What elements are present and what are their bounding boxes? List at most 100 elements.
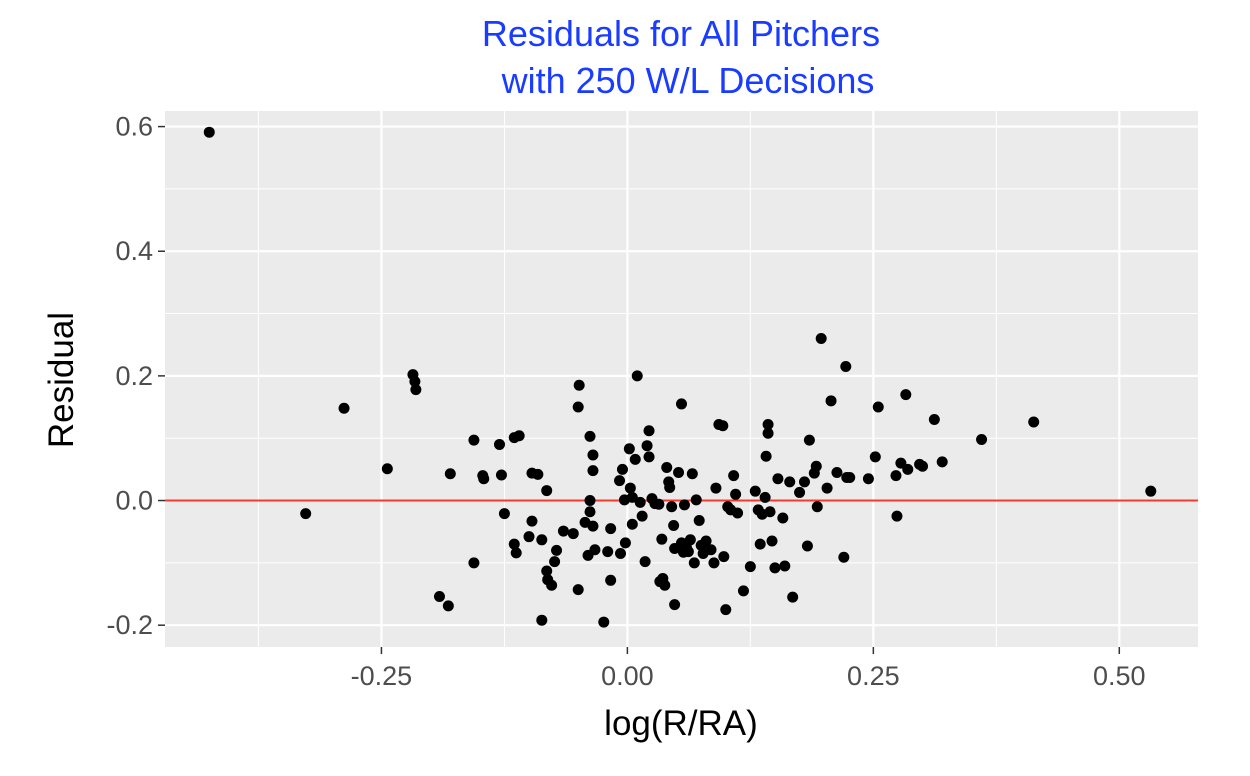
data-point xyxy=(862,473,874,485)
data-point xyxy=(636,510,648,522)
data-point xyxy=(614,475,626,487)
data-point xyxy=(737,585,749,597)
y-tick-label: 0.2 xyxy=(115,361,153,391)
data-point xyxy=(762,418,774,430)
data-point xyxy=(567,528,579,540)
data-point xyxy=(587,520,599,532)
data-point xyxy=(656,533,668,545)
data-point xyxy=(803,434,815,446)
data-point xyxy=(831,466,843,478)
data-point xyxy=(728,470,740,482)
data-point xyxy=(810,460,822,472)
data-point xyxy=(1145,485,1157,497)
data-point xyxy=(409,375,421,387)
data-point xyxy=(468,434,480,446)
data-point xyxy=(541,565,553,577)
data-point xyxy=(700,535,712,547)
data-point xyxy=(669,599,681,611)
data-point xyxy=(744,561,756,573)
data-point xyxy=(381,463,393,475)
data-point xyxy=(917,460,929,472)
data-point xyxy=(693,514,705,526)
data-point xyxy=(573,379,585,391)
data-point xyxy=(536,614,548,626)
data-point xyxy=(203,126,215,138)
data-point xyxy=(762,427,774,439)
points-layer xyxy=(203,126,1157,628)
data-point xyxy=(900,389,912,401)
data-point xyxy=(759,491,771,503)
data-point xyxy=(717,420,729,432)
data-point xyxy=(442,600,454,612)
data-point xyxy=(616,463,628,475)
data-point xyxy=(1028,416,1040,428)
data-point xyxy=(444,468,456,480)
x-axis: -0.25 0.00 0.25 0.50 xyxy=(351,647,1146,691)
data-point xyxy=(872,401,884,413)
x-axis-title: log(R/RA) xyxy=(604,704,758,743)
data-point xyxy=(508,538,520,550)
data-point xyxy=(686,468,698,480)
data-point xyxy=(710,482,722,494)
y-tick-label: -0.2 xyxy=(106,610,153,640)
data-point xyxy=(764,506,776,518)
data-point xyxy=(546,579,558,591)
data-point xyxy=(718,551,730,563)
data-point xyxy=(787,591,799,603)
data-point xyxy=(587,465,599,477)
data-point xyxy=(844,471,856,483)
data-point xyxy=(629,453,641,465)
data-point xyxy=(688,557,700,569)
data-point xyxy=(779,560,791,572)
data-point xyxy=(720,604,732,616)
data-point xyxy=(678,499,690,511)
data-point xyxy=(626,491,638,503)
data-point xyxy=(338,402,350,414)
data-point xyxy=(838,551,850,563)
data-point xyxy=(549,556,561,568)
data-point xyxy=(784,476,796,488)
data-point xyxy=(631,370,643,382)
data-point xyxy=(643,451,655,463)
data-point xyxy=(634,496,646,508)
chart-title-line-2: with 250 W/L Decisions xyxy=(501,60,875,101)
data-point xyxy=(902,463,914,475)
data-point xyxy=(760,450,772,462)
data-point xyxy=(730,488,742,500)
data-point xyxy=(754,538,766,550)
data-point xyxy=(584,430,596,442)
data-point xyxy=(682,546,694,558)
data-point xyxy=(811,501,823,513)
data-point xyxy=(300,508,312,520)
data-point xyxy=(602,546,614,558)
minor-gridlines xyxy=(165,111,1198,647)
data-point xyxy=(815,332,827,344)
data-point xyxy=(794,486,806,498)
x-tick-label: 0.00 xyxy=(601,661,654,691)
data-point xyxy=(840,361,852,373)
data-point xyxy=(572,584,584,596)
data-point xyxy=(584,506,596,518)
data-point xyxy=(643,425,655,437)
chart-title-line-1: Residuals for All Pitchers xyxy=(482,13,880,54)
data-point xyxy=(605,523,617,535)
data-point xyxy=(478,473,490,485)
data-point xyxy=(498,508,510,520)
data-point xyxy=(869,451,881,463)
plot-panel xyxy=(165,111,1198,647)
data-point xyxy=(605,574,617,586)
x-tick-label: 0.25 xyxy=(847,661,900,691)
data-point xyxy=(410,384,422,396)
data-point xyxy=(684,534,696,546)
data-point xyxy=(468,557,480,569)
data-point xyxy=(639,556,651,568)
x-tick-label: 0.50 xyxy=(1093,661,1146,691)
data-point xyxy=(641,440,653,452)
x-tick-label: -0.25 xyxy=(351,661,413,691)
data-point xyxy=(598,616,610,628)
data-point xyxy=(624,482,636,494)
data-point xyxy=(526,515,538,527)
data-point xyxy=(777,512,789,524)
data-point xyxy=(623,443,635,455)
